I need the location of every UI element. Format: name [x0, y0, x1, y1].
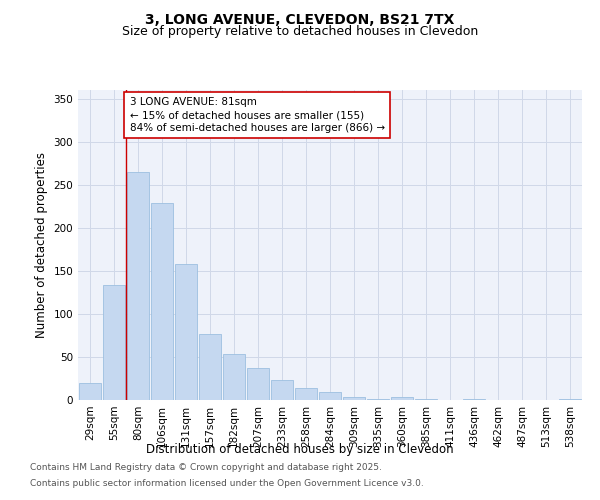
Bar — [151, 203, 173, 400]
Bar — [271, 380, 293, 400]
Bar — [175, 264, 197, 400]
Bar — [223, 354, 245, 400]
Bar — [343, 396, 365, 400]
Bar — [295, 388, 317, 400]
Text: 3, LONG AVENUE, CLEVEDON, BS21 7TX: 3, LONG AVENUE, CLEVEDON, BS21 7TX — [145, 12, 455, 26]
Text: 3 LONG AVENUE: 81sqm
← 15% of detached houses are smaller (155)
84% of semi-deta: 3 LONG AVENUE: 81sqm ← 15% of detached h… — [130, 97, 385, 134]
Bar — [127, 172, 149, 400]
Text: Contains HM Land Registry data © Crown copyright and database right 2025.: Contains HM Land Registry data © Crown c… — [30, 464, 382, 472]
Bar — [103, 286, 125, 400]
Bar — [415, 399, 437, 400]
Bar — [319, 392, 341, 400]
Bar — [367, 399, 389, 400]
Y-axis label: Number of detached properties: Number of detached properties — [35, 152, 48, 338]
Text: Size of property relative to detached houses in Clevedon: Size of property relative to detached ho… — [122, 25, 478, 38]
Text: Contains public sector information licensed under the Open Government Licence v3: Contains public sector information licen… — [30, 478, 424, 488]
Bar — [247, 368, 269, 400]
Bar — [559, 399, 581, 400]
Bar — [199, 334, 221, 400]
Bar — [79, 383, 101, 400]
Text: Distribution of detached houses by size in Clevedon: Distribution of detached houses by size … — [146, 442, 454, 456]
Bar — [463, 399, 485, 400]
Bar — [391, 396, 413, 400]
